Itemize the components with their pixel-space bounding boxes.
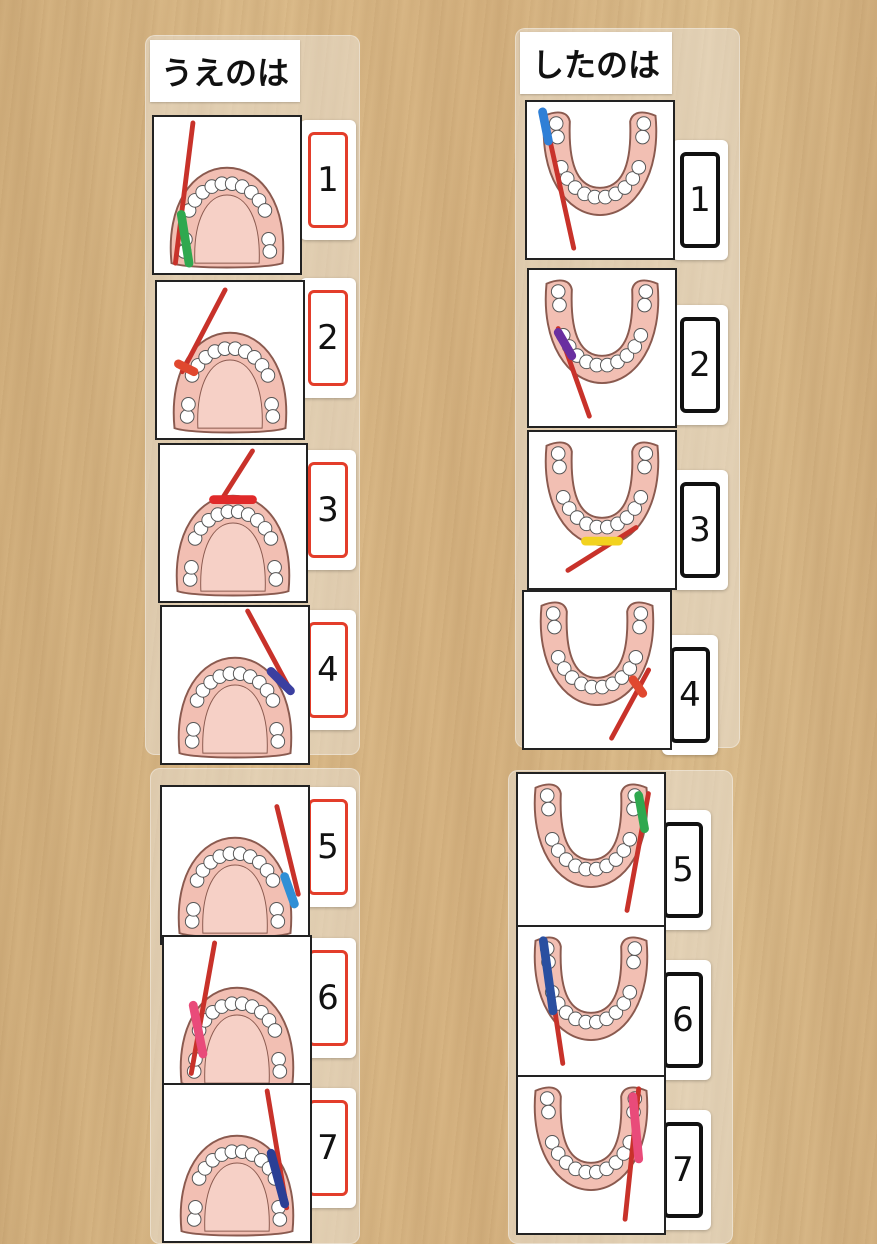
step-number: 3 xyxy=(308,462,348,558)
lower-jaw-illustration xyxy=(533,1086,649,1222)
upper-step-tab: 1 xyxy=(300,120,356,240)
toothbrush-icon xyxy=(622,1086,644,1222)
lower-jaw-illustration xyxy=(539,601,655,741)
toothbrush-icon xyxy=(538,936,566,1066)
toothbrush-icon xyxy=(538,107,577,251)
upper-jaw-brushing-card xyxy=(152,115,302,275)
lower-jaw-illustration xyxy=(533,936,649,1066)
lower-teeth-header: したのは xyxy=(520,32,672,94)
toothbrush-icon xyxy=(209,448,257,505)
upper-jaw-illustration xyxy=(179,1088,295,1237)
toothbrush-icon xyxy=(172,120,196,268)
lower-jaw-brushing-card xyxy=(522,590,672,750)
upper-jaw-brushing-card xyxy=(160,785,310,945)
toothbrush-icon xyxy=(174,287,228,377)
lower-jaw-illustration xyxy=(538,107,658,251)
step-number: 3 xyxy=(680,482,720,578)
step-number: 5 xyxy=(308,799,348,895)
upper-jaw-illustration xyxy=(172,287,288,434)
upper-jaw-illustration xyxy=(177,608,295,759)
toothbrush-icon xyxy=(274,804,301,909)
upper-jaw-illustration xyxy=(175,448,291,597)
toothbrush-icon xyxy=(188,940,218,1076)
toothbrush-icon xyxy=(609,667,652,741)
step-number: 4 xyxy=(670,647,710,743)
toothbrush-icon xyxy=(565,525,639,573)
step-number: 6 xyxy=(308,950,348,1046)
step-number: 7 xyxy=(308,1100,348,1196)
lower-step-tab: 2 xyxy=(672,305,728,425)
upper-jaw-brushing-card xyxy=(158,443,308,603)
step-number: 5 xyxy=(663,822,703,918)
step-number: 1 xyxy=(308,132,348,228)
lower-step-tab: 1 xyxy=(672,140,728,260)
step-number: 2 xyxy=(308,290,348,386)
step-number: 1 xyxy=(680,152,720,248)
upper-jaw-illustration xyxy=(169,120,285,269)
lower-step-tab: 3 xyxy=(672,470,728,590)
lower-jaw-brushing-card xyxy=(527,268,677,428)
upper-jaw-brushing-card xyxy=(155,280,305,440)
toothbrush-icon xyxy=(624,791,651,913)
toothbrush-icon xyxy=(245,608,295,696)
toothbrush-icon xyxy=(553,326,592,419)
step-number: 6 xyxy=(663,972,703,1068)
toothbrush-icon xyxy=(264,1088,290,1211)
upper-jaw-brushing-card xyxy=(162,935,312,1095)
step-number: 2 xyxy=(680,317,720,413)
lower-jaw-illustration xyxy=(533,783,651,913)
upper-step-tab: 3 xyxy=(300,450,356,570)
upper-jaw-illustration xyxy=(177,804,301,939)
upper-step-tab: 2 xyxy=(300,278,356,398)
upper-jaw-brushing-card xyxy=(162,1083,312,1243)
lower-jaw-brushing-card xyxy=(516,925,666,1085)
lower-jaw-brushing-card xyxy=(516,772,666,932)
step-number: 7 xyxy=(663,1122,703,1218)
lower-jaw-brushing-card xyxy=(525,100,675,260)
step-number: 4 xyxy=(308,622,348,718)
upper-teeth-header: うえのは xyxy=(150,40,300,102)
upper-jaw-illustration xyxy=(179,940,295,1089)
lower-jaw-brushing-card xyxy=(516,1075,666,1235)
lower-jaw-illustration xyxy=(544,441,660,573)
lower-jaw-brushing-card xyxy=(527,430,677,590)
lower-jaw-illustration xyxy=(544,279,660,419)
upper-jaw-brushing-card xyxy=(160,605,310,765)
